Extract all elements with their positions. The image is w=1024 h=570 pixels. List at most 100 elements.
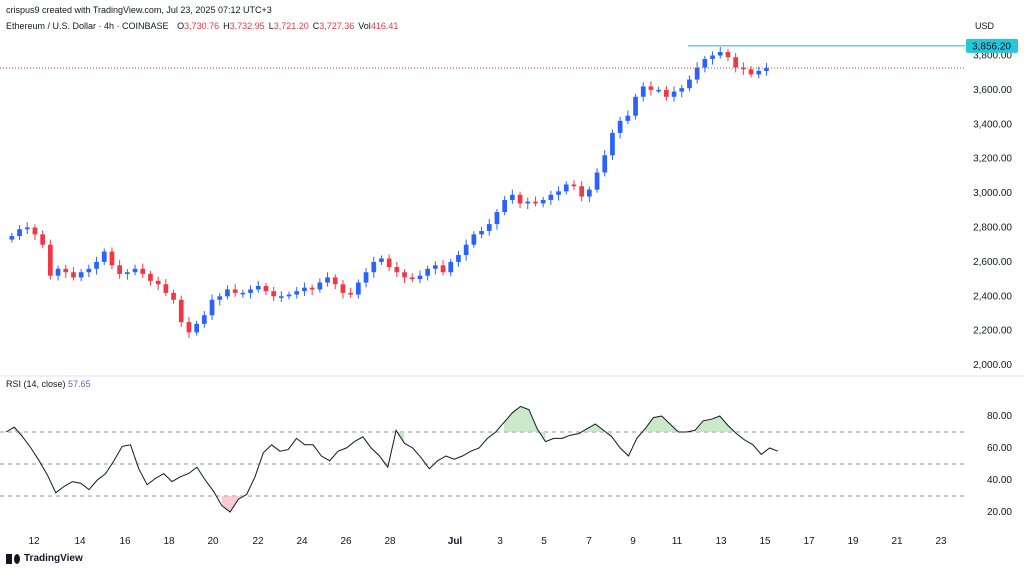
candle-body	[225, 289, 230, 297]
ohlc-values: O3,730.76 H3,732.95 L3,721.20 C3,727.36 Vol4…	[177, 21, 402, 31]
price-tick-label: 2,000.00	[973, 360, 1012, 371]
rsi-tick-label: 80.00	[987, 411, 1012, 422]
candle-body	[78, 272, 84, 278]
candle-body	[494, 212, 500, 225]
candle-body	[540, 199, 546, 204]
symbol-name[interactable]: Ethereum / U.S. Dollar · 4h · COINBASE	[6, 21, 169, 31]
candle	[363, 268, 369, 288]
candle-body	[348, 292, 353, 295]
candle-body	[117, 265, 122, 274]
candle-body	[32, 227, 38, 235]
candle-body	[332, 277, 338, 285]
candle-body	[687, 79, 692, 89]
candle	[332, 274, 338, 290]
candle	[178, 295, 184, 327]
x-tick-label: 22	[252, 536, 264, 547]
candle	[640, 82, 646, 102]
candle-body	[579, 186, 584, 197]
candle	[217, 293, 223, 306]
rsi-tick-label: 40.00	[987, 475, 1012, 486]
candle	[656, 86, 661, 93]
candle-body	[71, 272, 76, 278]
candle	[309, 284, 315, 296]
candle	[356, 279, 361, 299]
candle	[78, 269, 84, 282]
candle-body	[710, 55, 715, 59]
price-tick-label: 3,800.00	[973, 50, 1012, 61]
candle-body	[309, 287, 315, 290]
rsi-line	[5, 405, 779, 513]
candle-body	[517, 194, 523, 204]
candle-body	[440, 265, 446, 273]
candle	[448, 258, 454, 277]
candle	[101, 248, 107, 266]
candle-body	[733, 57, 738, 68]
candle	[248, 285, 253, 299]
tradingview-logo-icon	[6, 553, 20, 564]
candle-body	[379, 258, 384, 262]
candle-body	[433, 265, 438, 269]
candle	[24, 222, 30, 235]
candle	[694, 62, 700, 84]
candle-body	[671, 91, 677, 97]
candle-body	[625, 115, 631, 121]
candle-body	[694, 67, 700, 80]
candle-body	[217, 296, 223, 300]
chart-credit: crispus9 created with TradingView.com, J…	[6, 5, 272, 15]
ohlc-value-h: 3,732.95	[229, 21, 265, 31]
candle	[548, 190, 554, 205]
candle	[748, 66, 754, 78]
candle-body	[9, 236, 15, 240]
candle-body	[171, 292, 176, 300]
ohlc-key-c: C	[312, 21, 320, 31]
candle	[563, 181, 569, 195]
price-tick-label: 2,800.00	[973, 223, 1012, 234]
candle	[756, 66, 762, 79]
candle	[140, 263, 146, 278]
candle	[510, 189, 515, 204]
candle	[471, 231, 477, 248]
candle	[725, 48, 731, 62]
candle	[741, 62, 746, 75]
candle	[163, 279, 169, 296]
symbol-legend: Ethereum / U.S. Dollar · 4h · COINBASE O…	[6, 21, 402, 31]
candle-body	[155, 280, 161, 285]
candle	[55, 265, 61, 281]
candle-body	[356, 282, 361, 295]
x-tick-label: 3	[497, 536, 503, 547]
x-tick-label: 16	[119, 536, 131, 547]
candle	[764, 62, 769, 76]
candle	[171, 289, 176, 304]
rsi-value: 57.65	[68, 379, 91, 389]
candle-body	[533, 201, 538, 204]
candle-body	[748, 69, 754, 75]
candle	[486, 218, 492, 236]
candle-body	[548, 194, 554, 200]
candle-body	[248, 289, 253, 293]
candle-body	[109, 251, 115, 266]
candle	[671, 86, 677, 102]
candle	[348, 287, 353, 298]
candle-body	[302, 287, 307, 292]
x-tick-label: 12	[28, 536, 40, 547]
candle	[371, 256, 377, 278]
candle	[587, 186, 592, 203]
candle-body	[279, 296, 284, 298]
candle-body	[148, 273, 153, 281]
candle-body	[255, 285, 261, 290]
candle-body	[741, 67, 746, 70]
candle	[340, 280, 346, 299]
candle-body	[132, 268, 138, 273]
candle	[109, 247, 115, 270]
candle-body	[587, 189, 592, 197]
candle-body	[702, 58, 708, 68]
candle	[294, 287, 300, 299]
candle-body	[425, 268, 430, 276]
candle-body	[294, 291, 300, 295]
candle	[610, 129, 615, 161]
price-tick-label: 3,400.00	[973, 119, 1012, 130]
candle	[625, 110, 631, 124]
candle	[86, 264, 92, 278]
candle	[710, 51, 715, 65]
